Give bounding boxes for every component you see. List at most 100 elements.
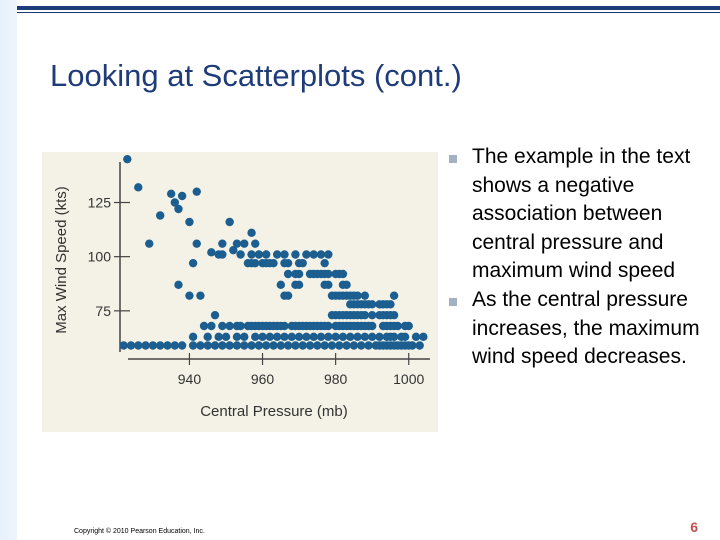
data-point [174, 280, 183, 290]
data-point [324, 280, 333, 290]
data-point [302, 250, 311, 259]
data-point [225, 217, 234, 227]
data-point [258, 332, 267, 342]
data-point [247, 228, 256, 238]
data-point [218, 250, 227, 259]
data-point [298, 258, 307, 268]
data-point [415, 341, 424, 350]
data-point [294, 269, 304, 279]
slide-title: Looking at Scatterplots (cont.) [50, 58, 462, 93]
bullet-item-2: As the central pressure increases, the m… [445, 286, 715, 372]
data-point [291, 341, 300, 350]
data-point [247, 341, 256, 350]
x-tick-label: 940 [178, 371, 202, 387]
y-tick-label: 100 [88, 249, 112, 265]
square-bullet-icon [449, 155, 457, 163]
x-axis-label: Central Pressure (mb) [200, 403, 348, 420]
data-point [327, 341, 337, 350]
left-decorative-strip [0, 0, 17, 540]
data-point [272, 250, 282, 259]
data-point [360, 332, 370, 342]
data-point [192, 239, 201, 248]
bullet-text-1: The example in the text shows a negative… [472, 145, 691, 283]
data-point [313, 321, 322, 331]
data-point [324, 250, 333, 259]
data-point [305, 321, 315, 331]
data-point [170, 341, 180, 350]
data-point [240, 239, 249, 248]
data-point [316, 332, 326, 342]
data-point [240, 341, 249, 350]
data-point [283, 341, 293, 350]
data-point [349, 341, 359, 350]
scatterplot-figure: 75 100 125 940 960 980 1000 Central Pressure (… [42, 152, 438, 432]
data-point [240, 332, 249, 342]
axis-labels: Central Pressure (mb) Max Wind Speed (kts… [53, 186, 348, 420]
data-point [214, 332, 223, 342]
data-point [199, 321, 209, 331]
data-point [276, 321, 286, 331]
data-point [254, 321, 264, 331]
data-point [192, 187, 201, 196]
y-axis-label: Max Wind Speed (kts) [53, 186, 70, 334]
data-point [156, 211, 165, 220]
data-point [188, 341, 198, 350]
data-point [272, 332, 282, 342]
data-point [324, 269, 333, 279]
data-point [196, 291, 205, 300]
data-point [364, 321, 373, 331]
data-point [218, 321, 227, 331]
data-point [196, 341, 205, 350]
bullet-text-2: As the central pressure increases, the m… [472, 287, 700, 369]
data-point [331, 332, 340, 342]
data-point [166, 189, 176, 199]
copyright-notice: Copyright © 2010 Pearson Education, Inc. [74, 528, 205, 535]
page-number: 6 [690, 519, 698, 535]
data-point [188, 258, 198, 268]
data-point [335, 321, 344, 331]
data-point [207, 321, 216, 331]
data-point [174, 204, 183, 214]
data-point [291, 250, 300, 259]
data-point [389, 332, 399, 342]
x-tick-label: 960 [251, 371, 275, 387]
data-point [218, 239, 227, 248]
data-point [247, 250, 256, 259]
data-point [320, 321, 329, 331]
data-point [353, 332, 362, 342]
data-point [276, 280, 286, 290]
data-point [382, 332, 391, 342]
data-point [367, 310, 377, 320]
data-point [419, 332, 428, 342]
data-point [342, 341, 351, 350]
data-point [338, 332, 348, 342]
chart-axes: 75 100 125 940 960 980 1000 [88, 162, 430, 387]
data-point [349, 321, 359, 331]
y-tick-label: 75 [95, 303, 111, 319]
data-point [378, 341, 388, 350]
data-point [342, 280, 351, 290]
data-point [298, 321, 307, 331]
data-point [265, 258, 275, 268]
data-point [386, 300, 395, 309]
data-point [177, 341, 187, 350]
data-point [156, 341, 165, 350]
data-point [254, 341, 264, 350]
data-point [309, 332, 318, 342]
data-point [280, 332, 289, 342]
data-point [342, 321, 351, 331]
data-point [188, 332, 198, 342]
x-tick-label: 1000 [393, 371, 424, 387]
data-point [360, 310, 370, 320]
data-point [247, 321, 256, 331]
data-point [357, 341, 366, 350]
top-rule-thick [17, 6, 720, 10]
data-point [141, 341, 150, 350]
data-point [210, 310, 220, 320]
data-point [411, 332, 421, 342]
data-point [185, 217, 194, 227]
data-point [232, 332, 242, 342]
data-point [210, 341, 220, 350]
data-point [123, 154, 132, 164]
data-point [225, 341, 234, 350]
